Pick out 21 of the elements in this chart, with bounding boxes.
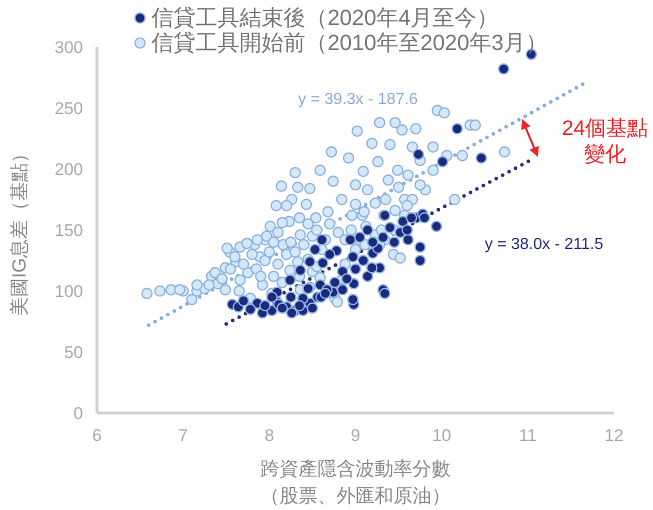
x-tick-label: 11 (519, 426, 537, 446)
y-axis-title: 美國IG息差（基點） (8, 144, 30, 316)
annotation: 24個基點變化 (560, 116, 650, 168)
legend-label: 信貸工具結束後（2020年4月至今） (151, 4, 499, 32)
annotation: y = 39.3x - 187.6 (297, 90, 419, 110)
x-tick-label: 10 (432, 426, 452, 446)
y-tick-label: 300 (54, 38, 83, 58)
y-tick-label: 0 (74, 404, 83, 424)
x-tick-label: 6 (92, 426, 102, 446)
x-tick-label: 9 (350, 426, 360, 446)
x-axis-title: 跨資產隱含波動率分數（股票、外匯和原油） (260, 458, 452, 509)
y-tick-label: 50 (64, 343, 83, 362)
x-tick-label: 12 (604, 426, 624, 446)
x-tick-label: 8 (264, 426, 274, 446)
legend-label: 信貸工具開始前（2010年至2020年3月） (151, 29, 548, 56)
y-tick-label: 150 (54, 221, 83, 240)
y-tick-label: 100 (54, 282, 83, 302)
x-tick-label: 7 (178, 426, 188, 446)
y-tick-label: 200 (54, 160, 83, 180)
annotation: y = 38.0x - 211.5 (484, 235, 604, 255)
y-tick-label: 250 (54, 99, 83, 118)
